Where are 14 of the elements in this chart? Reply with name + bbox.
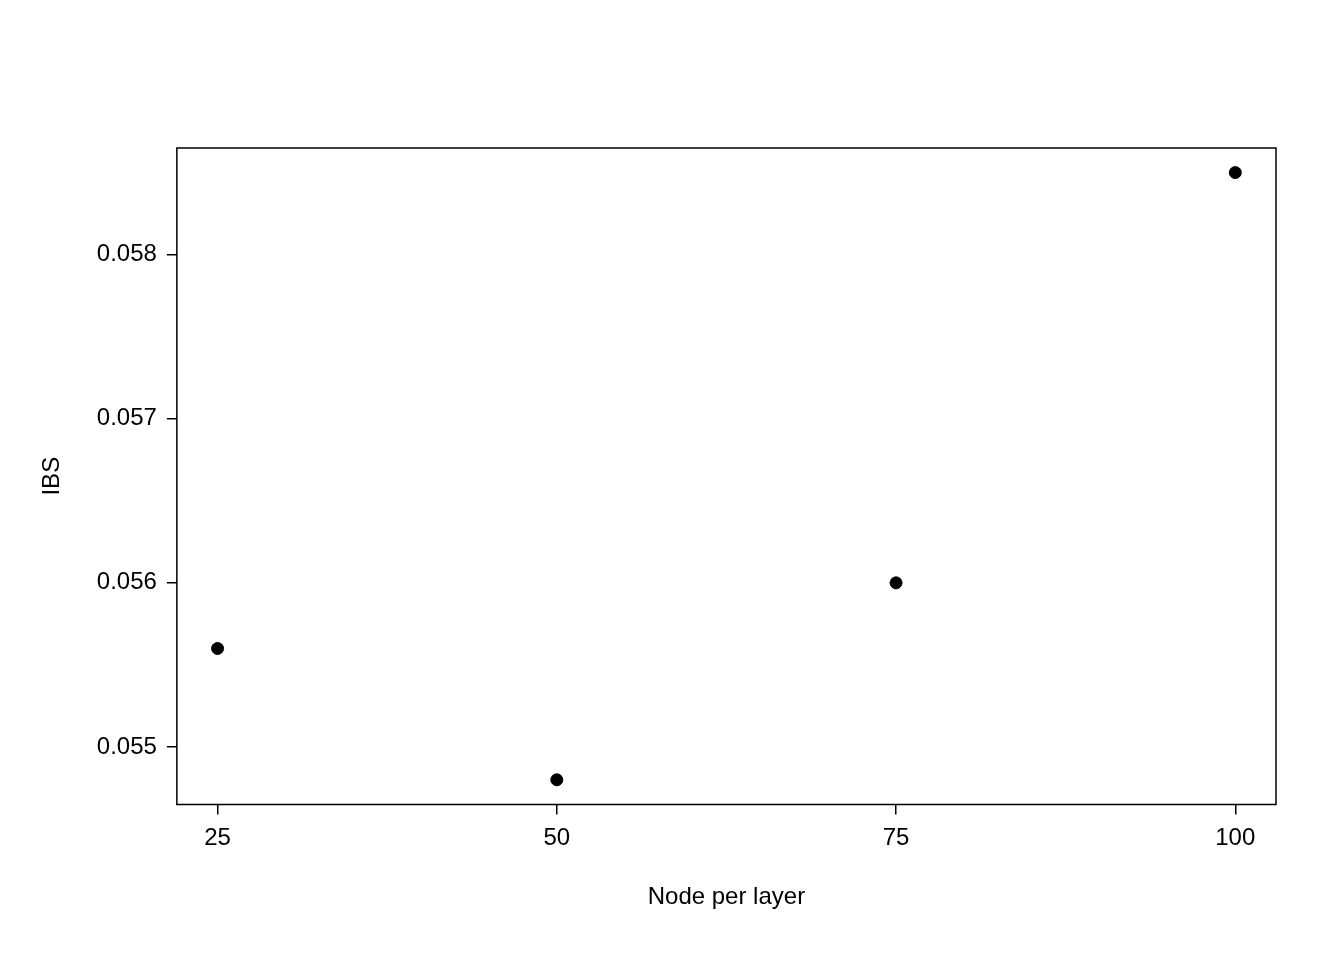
point [550,773,564,787]
point [889,576,903,590]
x-axis-title: Node per layer [647,882,806,910]
y-tick-label: 0.057 [96,403,157,431]
y-tick-label: 0.056 [96,567,157,595]
y-tick-label: 0.055 [96,731,157,759]
point [211,642,225,656]
x-tick-label: 25 [204,823,231,851]
x-tick-label: 100 [1215,823,1256,851]
y-axis-title: IBS [37,456,65,496]
point [1228,166,1242,180]
x-tick-label: 50 [543,823,571,851]
y-tick-label: 0.058 [96,239,157,267]
x-tick-label: 75 [882,823,910,851]
